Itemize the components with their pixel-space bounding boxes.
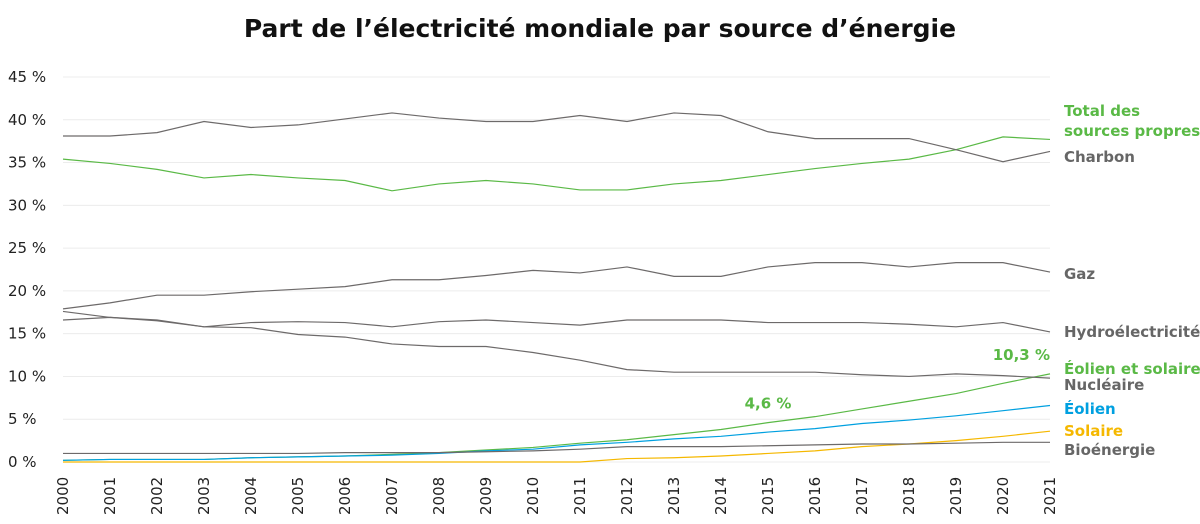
y-tick-label: 45 % — [8, 68, 46, 86]
series-label: Éolien — [1064, 399, 1116, 418]
x-tick-label: 2021 — [1041, 477, 1059, 515]
y-tick-label: 25 % — [8, 239, 46, 257]
series-line-6 — [62, 404, 1051, 461]
x-tick-label: 2005 — [289, 477, 307, 515]
series-line-8 — [63, 441, 1050, 455]
x-tick-label: 2007 — [383, 477, 401, 515]
series-line-3 — [62, 316, 1051, 333]
series-line-5 — [62, 310, 1051, 379]
series-line-2 — [62, 262, 1051, 310]
chart-title: Part de l’électricité mondiale par sourc… — [243, 14, 957, 43]
series-label: Charbon — [1064, 148, 1135, 166]
y-tick-label: 10 % — [8, 367, 46, 385]
series-label: Gaz — [1064, 265, 1095, 283]
y-tick-label: 20 % — [8, 282, 46, 300]
x-tick-label: 2017 — [853, 477, 871, 515]
x-tick-label: 2009 — [477, 477, 495, 515]
x-tick-label: 2010 — [524, 477, 542, 515]
x-tick-label: 2019 — [947, 477, 965, 515]
series-label: Total des sources propres — [1064, 102, 1200, 140]
series-label: Bioénergie — [1064, 441, 1155, 459]
series-label: Éolien et solaire — [1064, 359, 1200, 378]
series-line-7 — [63, 430, 1051, 463]
data-annotation: 4,6 % — [745, 395, 792, 413]
x-tick-label: 2016 — [806, 477, 824, 515]
series-label: Solaire — [1064, 422, 1123, 440]
x-tick-label: 2006 — [336, 477, 354, 515]
x-tick-label: 2018 — [900, 477, 918, 515]
x-tick-label: 2000 — [54, 477, 72, 515]
y-tick-label: 40 % — [8, 111, 46, 129]
x-tick-label: 2013 — [665, 477, 683, 515]
x-tick-label: 2011 — [571, 477, 589, 515]
x-tick-label: 2020 — [994, 477, 1012, 515]
y-tick-label: 15 % — [8, 325, 46, 343]
y-tick-label: 5 % — [8, 410, 37, 428]
x-tick-label: 2008 — [430, 477, 448, 515]
series-line-0 — [62, 136, 1051, 192]
series-label: Hydroélectricité — [1064, 323, 1200, 341]
series-label: Nucléaire — [1064, 376, 1144, 394]
x-tick-label: 2015 — [759, 477, 777, 515]
x-tick-label: 2002 — [148, 477, 166, 515]
series-line-1 — [63, 112, 1051, 163]
x-tick-label: 2004 — [242, 477, 260, 515]
x-tick-label: 2003 — [195, 477, 213, 515]
y-tick-label: 35 % — [8, 154, 46, 172]
y-tick-label: 0 % — [8, 453, 37, 471]
y-tick-label: 30 % — [8, 196, 46, 214]
x-tick-label: 2014 — [712, 477, 730, 515]
data-annotation: 10,3 % — [993, 346, 1050, 364]
x-tick-label: 2012 — [618, 477, 636, 515]
x-tick-label: 2001 — [101, 477, 119, 515]
